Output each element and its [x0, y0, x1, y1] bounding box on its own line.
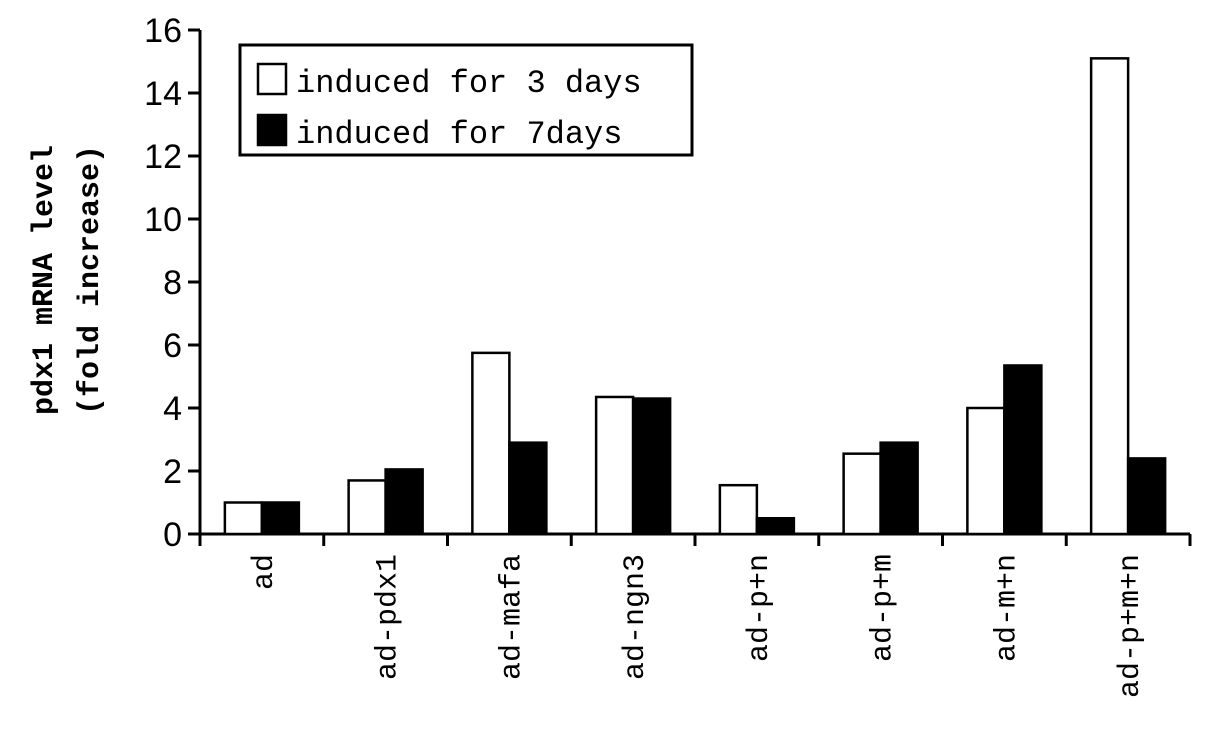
bar-7-days	[384, 468, 424, 536]
y-axis-title-line1: pdx1 mRNA level	[28, 145, 62, 415]
x-category-label: ad-p+n	[743, 554, 777, 662]
x-category-label: ad-pdx1	[372, 554, 406, 680]
x-category-label: ad-mafa	[495, 554, 529, 680]
plot-area: 0 2 4 6 8 10 12 14 16 ad ad-pdx1 ad-mafa ad-ngn3 ad-p…	[144, 12, 1192, 698]
y-axis-title: pdx1 mRNA level (fold increase)	[28, 145, 108, 415]
legend-swatch-7-days	[256, 113, 288, 147]
bar-3-days	[223, 501, 264, 536]
bar-7-days	[1003, 364, 1043, 536]
bar-3-days	[471, 351, 511, 536]
x-category-label: ad-m+n	[990, 554, 1024, 662]
legend: induced for 3 days induced for 7days	[238, 43, 694, 157]
y-tick-label: 4	[163, 390, 182, 428]
x-category-label: ad-p+m+n	[1114, 554, 1148, 698]
y-tick-label: 12	[144, 138, 182, 176]
bar-3-days	[842, 452, 882, 536]
bar-3-days	[1089, 57, 1130, 536]
y-tick-label: 6	[163, 327, 182, 365]
bar-7-days	[260, 501, 301, 536]
bar-7-days	[631, 397, 672, 536]
bar-7-days	[755, 517, 796, 536]
y-tick-label: 16	[144, 12, 182, 50]
x-category-label: ad-p+m	[867, 554, 901, 662]
bar-7-days	[879, 441, 919, 536]
y-tick-label: 0	[163, 516, 182, 554]
legend-swatch-3-days	[256, 62, 288, 96]
x-category-label: ad-ngn3	[619, 554, 653, 680]
bar-3-days	[966, 406, 1006, 536]
bar-7-days	[1126, 457, 1167, 536]
bar-3-days	[594, 395, 635, 536]
y-tick-label: 8	[163, 264, 182, 302]
bar-3-days	[718, 483, 759, 536]
y-axis-title-line2: (fold increase)	[74, 145, 108, 415]
y-tick-label: 10	[144, 201, 182, 239]
bar-7-days	[508, 441, 548, 536]
bar-3-days	[347, 479, 387, 536]
y-tick-label: 14	[144, 75, 182, 113]
y-tick-label: 2	[163, 453, 182, 491]
legend-label-3-days: induced for 3 days	[296, 65, 642, 102]
legend-frame	[238, 43, 694, 157]
legend-label-7-days: induced for 7days	[296, 116, 622, 153]
x-category-label: ad	[248, 554, 282, 590]
